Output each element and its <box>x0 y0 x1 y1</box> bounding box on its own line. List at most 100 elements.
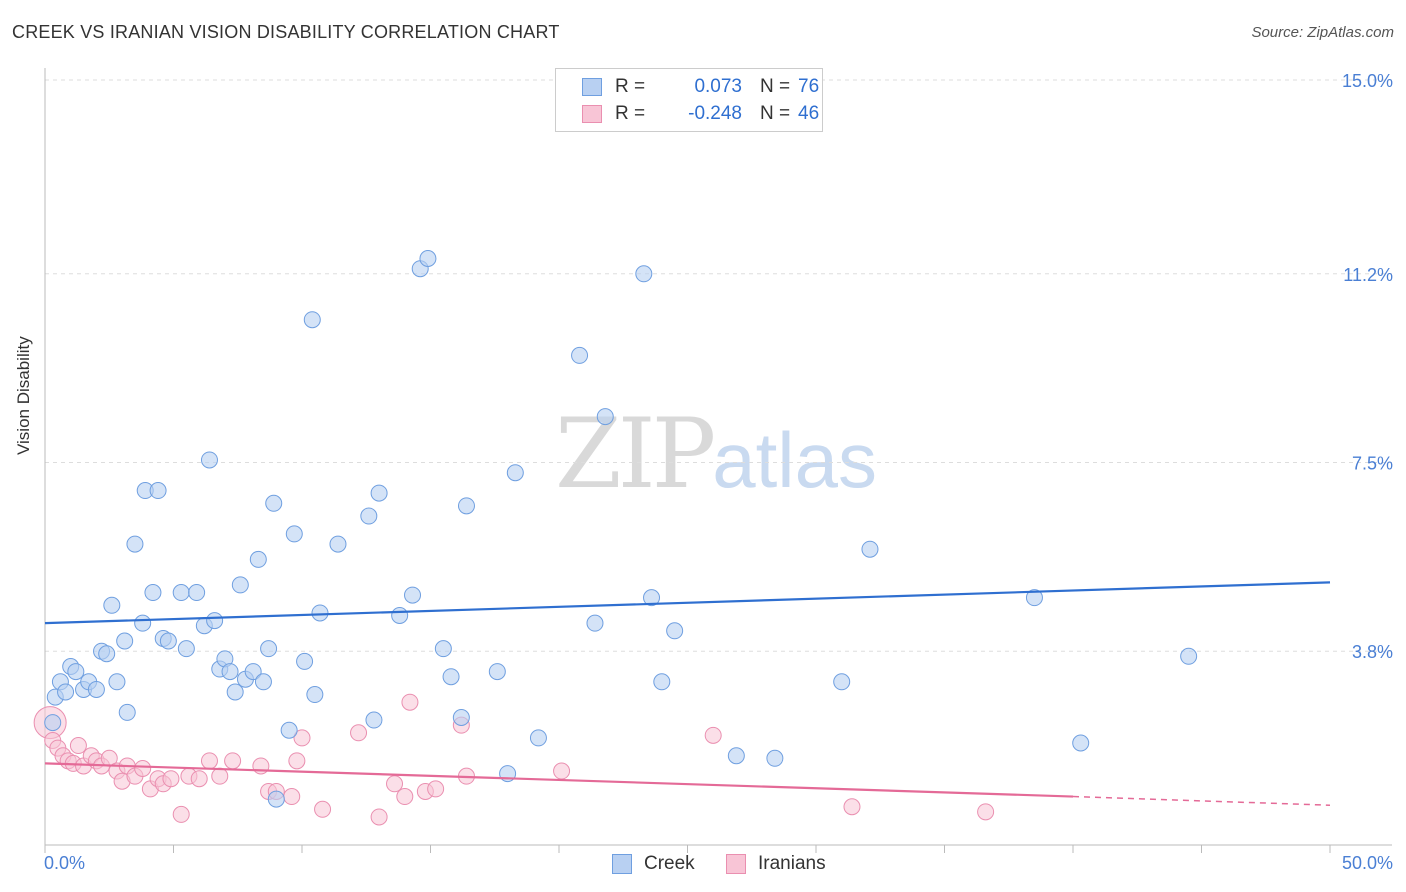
creek-point-73 <box>1025 589 1043 607</box>
creek-point-14 <box>118 703 136 721</box>
iranians-trend-extension <box>1072 795 1331 806</box>
iranians-point-35 <box>370 808 388 826</box>
iranians-point-38 <box>401 693 419 711</box>
iranians-point-23 <box>190 770 208 788</box>
creek-point-19 <box>149 482 167 500</box>
creek-point-23 <box>177 640 195 658</box>
creek-point-42 <box>296 652 314 670</box>
creek-point-63 <box>586 614 604 632</box>
creek-point-36 <box>254 673 272 691</box>
creek-point-55 <box>442 668 460 686</box>
iranians-point-31 <box>288 752 306 770</box>
creek-point-50 <box>391 607 409 624</box>
watermark: ZIPatlas <box>555 398 877 510</box>
source-label: Source: ZipAtlas.com <box>1251 24 1394 41</box>
legend-creek-label: Creek <box>644 853 695 874</box>
creek-point-26 <box>200 451 218 469</box>
creek-point-18 <box>144 584 162 602</box>
y-tick-label-3: 15.0% <box>1342 71 1393 91</box>
creek-point-71 <box>833 673 851 691</box>
iranians-point-44 <box>704 726 722 744</box>
creek-point-5 <box>67 663 85 681</box>
creek-point-56 <box>452 709 470 726</box>
creek-point-49 <box>370 484 388 502</box>
creek-point-34 <box>244 663 262 681</box>
iranians-point-36 <box>386 775 404 793</box>
iranians-point-33 <box>314 800 332 818</box>
creek-point-60 <box>506 464 524 482</box>
creek-point-43 <box>303 311 321 329</box>
legend-iranians-label: Iranians <box>758 853 826 874</box>
creek-r-label: R = <box>615 76 646 97</box>
iranians-r-label: R = <box>615 103 646 124</box>
creek-point-47 <box>360 507 378 525</box>
iranians-point-26 <box>224 752 242 770</box>
creek-point-45 <box>311 604 329 622</box>
creek-point-31 <box>226 683 244 701</box>
creek-point-21 <box>159 632 177 650</box>
creek-point-30 <box>221 663 239 681</box>
creek-point-24 <box>188 584 206 602</box>
iranians-trend-line <box>44 762 1074 798</box>
creek-point-35 <box>249 550 267 568</box>
creek-point-53 <box>419 250 437 267</box>
creek-point-41 <box>285 525 303 543</box>
watermark-zip: ZIP <box>555 398 716 510</box>
iranians-point-25 <box>211 767 229 785</box>
creek-r-value: 0.073 <box>694 76 742 97</box>
iranians-point-34 <box>350 724 368 742</box>
creek-point-37 <box>260 640 278 658</box>
creek-point-66 <box>643 589 661 607</box>
creek-point-67 <box>653 673 671 691</box>
creek-point-16 <box>134 614 152 632</box>
creek-point-74 <box>1072 734 1090 752</box>
iranians-point-21 <box>172 805 190 823</box>
creek-point-8 <box>87 680 105 698</box>
creek-point-48 <box>365 711 383 729</box>
y-tick-label-0: 3.8% <box>1352 642 1393 662</box>
legend-creek-swatch <box>612 854 632 874</box>
creek-point-38 <box>265 494 283 512</box>
creek-point-62 <box>571 346 589 364</box>
y-axis-title: Vision Disability <box>14 336 33 455</box>
creek-point-32 <box>231 576 249 594</box>
iranians-point-32 <box>293 729 311 747</box>
creek-point-65 <box>635 265 653 283</box>
creek-point-0 <box>44 714 62 732</box>
iranians-point-46 <box>977 803 995 821</box>
iranians-point-30 <box>283 788 301 806</box>
creek-point-57 <box>457 497 475 515</box>
creek-point-39 <box>267 790 285 808</box>
iranians-point-16 <box>134 760 152 777</box>
creek-point-54 <box>434 640 452 658</box>
iranians-point-43 <box>553 762 571 780</box>
creek-point-22 <box>172 584 190 602</box>
iranians-point-20 <box>162 770 180 788</box>
creek-point-15 <box>126 535 144 553</box>
creek-point-70 <box>766 749 784 767</box>
creek-point-46 <box>329 535 347 553</box>
iranians-n-value: 46 <box>798 103 820 124</box>
creek-point-40 <box>280 721 298 739</box>
creek-point-3 <box>57 683 75 701</box>
chart-title: CREEK VS IRANIAN VISION DISABILITY CORRE… <box>12 22 560 42</box>
creek-point-72 <box>861 540 879 558</box>
creek-point-44 <box>306 686 324 704</box>
creek-point-10 <box>98 645 116 663</box>
creek-point-75 <box>1180 647 1198 665</box>
iranians-point-6 <box>69 737 87 755</box>
stats-box: R = 0.073 N = 76 R = -0.248 N = 46 <box>555 68 823 132</box>
creek-trend-line <box>44 581 1331 625</box>
creek-swatch <box>582 78 602 96</box>
creek-point-13 <box>116 632 134 650</box>
creek-point-64 <box>596 408 614 426</box>
iranians-point-37 <box>396 788 414 806</box>
legend-iranians-swatch <box>726 854 746 874</box>
iranians-point-24 <box>200 752 218 770</box>
creek-point-68 <box>666 622 684 640</box>
watermark-atlas: atlas <box>712 416 877 504</box>
creek-point-61 <box>529 729 547 747</box>
y-tick-label-2: 11.2% <box>1343 265 1393 285</box>
creek-point-27 <box>206 612 224 630</box>
